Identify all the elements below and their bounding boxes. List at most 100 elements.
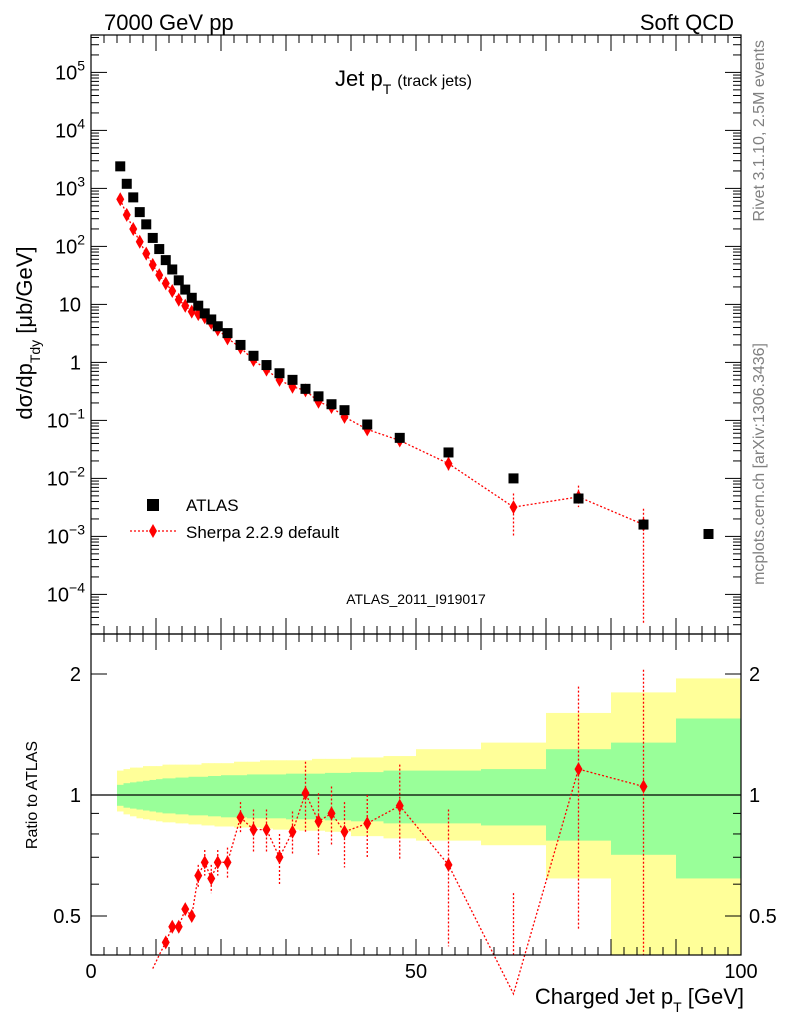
plot-title-main: Jet p	[335, 66, 383, 91]
header-left-label: 7000 GeV pp	[104, 10, 234, 35]
sherpa-point	[148, 257, 157, 272]
atlas-point	[274, 368, 285, 379]
atlas-point	[173, 275, 184, 286]
y-tick-label-exp: −1	[69, 405, 85, 421]
ratio-axes: 0 50 100 0.5 0.5 1 1 2 2	[53, 634, 777, 983]
legend: ATLAS Sherpa 2.2.9 default	[130, 496, 339, 542]
atlas-point	[167, 264, 178, 275]
sherpa-point	[161, 276, 170, 291]
atlas-point	[222, 328, 233, 339]
ratio-point	[213, 855, 222, 870]
band-inner	[175, 777, 183, 815]
xaxis-label: Charged Jet pT [GeV]	[535, 984, 744, 1015]
y-tick-label-base: 10	[55, 178, 77, 200]
ratio-y-tick-label-left: 1	[70, 785, 81, 807]
ratio-point	[181, 902, 190, 917]
ratio-point	[236, 810, 245, 825]
atlas-point	[141, 219, 152, 230]
atlas-point	[235, 339, 246, 350]
atlas-point	[134, 207, 145, 218]
band-inner	[312, 773, 326, 820]
band-inner	[325, 772, 339, 821]
legend-sherpa-marker	[149, 524, 157, 538]
y-tick-label-exp: −3	[69, 521, 85, 537]
ratio-point	[223, 855, 232, 870]
atlas-point	[248, 350, 259, 361]
ratio-point	[174, 919, 183, 934]
y-tick-label: 10−2	[47, 463, 85, 490]
atlas-point	[443, 447, 454, 458]
y-tick-label-exp: −2	[69, 463, 85, 479]
mcplots-label: mcplots.cern.ch [arXiv:1306.3436]	[751, 343, 768, 585]
sherpa-point	[444, 456, 453, 471]
y-tick-label: 10	[59, 294, 81, 316]
ratio-point	[363, 816, 372, 831]
atlas-point	[300, 383, 311, 394]
ratio-marks	[152, 669, 648, 996]
x-tick-label: 50	[405, 961, 427, 983]
y-tick-label-base: 10	[47, 468, 69, 490]
band-inner	[208, 775, 215, 817]
band-inner	[162, 778, 170, 814]
sherpa-point	[129, 221, 138, 236]
ratio-y-tick-label-left: 0.5	[53, 906, 81, 928]
sherpa-point	[142, 246, 151, 261]
band-inner	[234, 775, 248, 818]
ratio-point	[444, 857, 453, 872]
atlas-point	[180, 284, 191, 295]
ratio-point	[187, 909, 196, 923]
ratio-point	[639, 779, 648, 794]
band-inner	[676, 718, 742, 879]
ratio-point	[207, 871, 216, 886]
ratio-y-tick-label-right: 2	[749, 664, 760, 686]
main-frame	[90, 34, 742, 635]
band-inner	[286, 773, 300, 820]
xaxis-label-sub: T	[673, 999, 682, 1015]
y-tick-label: 103	[55, 173, 85, 200]
atlas-point	[261, 360, 272, 371]
sherpa-point	[174, 292, 183, 307]
y-tick-label-base: 10	[47, 526, 69, 548]
atlas-point	[154, 244, 165, 255]
header-right-label: Soft QCD	[640, 10, 734, 35]
atlas-point	[206, 314, 217, 325]
ratio-panel: 0 50 100 0.5 0.5 1 1 2 2 Ratio to ATLAS Charged …	[24, 633, 777, 1015]
y-tick-label: 10−1	[47, 405, 85, 432]
band-inner	[214, 775, 222, 817]
band-inner	[273, 774, 287, 819]
ratio-y-tick-label-right: 0.5	[749, 906, 777, 928]
ratio-point	[249, 822, 258, 837]
main-marks	[115, 161, 714, 625]
band-inner	[169, 778, 176, 814]
atlas-point	[121, 178, 132, 189]
y-tick-label-base: 10	[55, 120, 77, 142]
atlas-point	[703, 528, 714, 539]
atlas-point	[638, 519, 649, 530]
ratio-bands	[117, 678, 742, 955]
band-inner	[201, 776, 209, 816]
ratio-ylabel: Ratio to ATLAS	[24, 741, 41, 849]
y-tick-label-base: 10	[55, 236, 77, 258]
ratio-point	[262, 822, 271, 837]
main-ylabel-main: dσ/dp	[12, 363, 37, 419]
ratio-point	[301, 786, 310, 801]
legend-sherpa-label: Sherpa 2.2.9 default	[186, 523, 339, 542]
atlas-point	[339, 405, 350, 416]
band-inner	[182, 777, 189, 815]
main-ylabel: dσ/dpTdy [μb/GeV]	[12, 246, 43, 419]
x-tick-label: 100	[724, 961, 757, 983]
atlas-point	[362, 419, 373, 430]
atlas-point	[199, 308, 210, 319]
xaxis-label-unit: [GeV]	[682, 984, 744, 1009]
y-tick-label-exp: 4	[77, 115, 85, 131]
ratio-point	[395, 798, 404, 813]
atlas-point	[186, 292, 197, 303]
ratio-y-tick-label-right: 1	[749, 785, 760, 807]
analysis-label: ATLAS_2011_I919017	[346, 591, 486, 607]
y-tick-label: 105	[55, 57, 85, 84]
main-ylabel-unit: [μb/GeV]	[12, 246, 37, 339]
sherpa-point	[168, 284, 177, 299]
atlas-point	[147, 232, 158, 243]
